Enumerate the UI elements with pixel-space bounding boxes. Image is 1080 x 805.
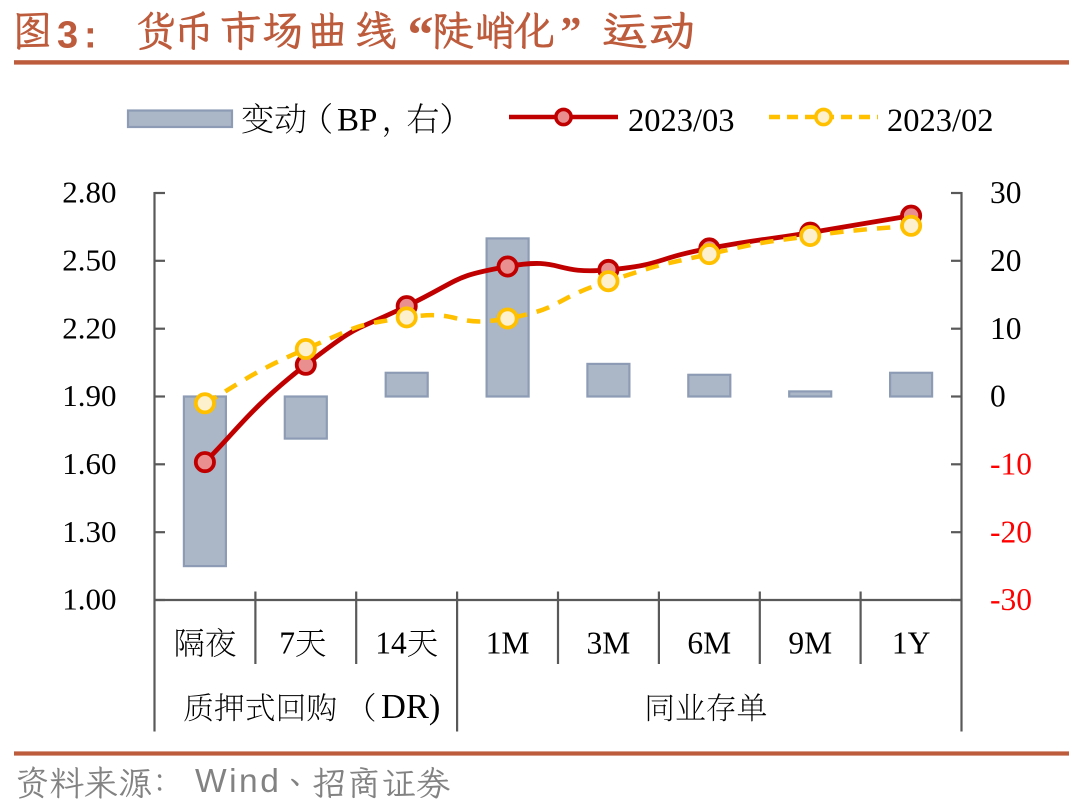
svg-text:-20: -20 <box>990 514 1032 549</box>
svg-text:1.90: 1.90 <box>62 378 116 413</box>
svg-text:30: 30 <box>990 175 1022 210</box>
svg-text:3M: 3M <box>587 626 631 661</box>
svg-text:1M: 1M <box>486 626 530 661</box>
svg-text:Wind: Wind <box>195 763 281 800</box>
svg-text:1Y: 1Y <box>892 626 931 661</box>
svg-text:-30: -30 <box>990 582 1032 617</box>
svg-text:0: 0 <box>990 379 1006 414</box>
svg-text:BP: BP <box>337 103 377 139</box>
svg-text::: : <box>84 15 97 57</box>
svg-text:6M: 6M <box>687 626 731 661</box>
svg-text:14: 14 <box>375 626 407 661</box>
svg-text:3: 3 <box>57 15 78 57</box>
svg-text:2023/02: 2023/02 <box>887 103 994 139</box>
svg-text:2.50: 2.50 <box>62 243 116 278</box>
svg-text:DR): DR) <box>381 688 440 726</box>
svg-text:7: 7 <box>279 626 295 661</box>
svg-text:1.60: 1.60 <box>62 446 116 481</box>
svg-text:1.00: 1.00 <box>62 582 116 617</box>
svg-text:-10: -10 <box>990 447 1032 482</box>
svg-text:2.80: 2.80 <box>62 175 116 210</box>
svg-text:9M: 9M <box>788 626 832 661</box>
svg-text:1.30: 1.30 <box>62 514 116 549</box>
svg-text:20: 20 <box>990 243 1022 278</box>
svg-text:2023/03: 2023/03 <box>628 103 735 139</box>
svg-text:2.20: 2.20 <box>62 310 116 345</box>
svg-text:10: 10 <box>990 311 1022 346</box>
